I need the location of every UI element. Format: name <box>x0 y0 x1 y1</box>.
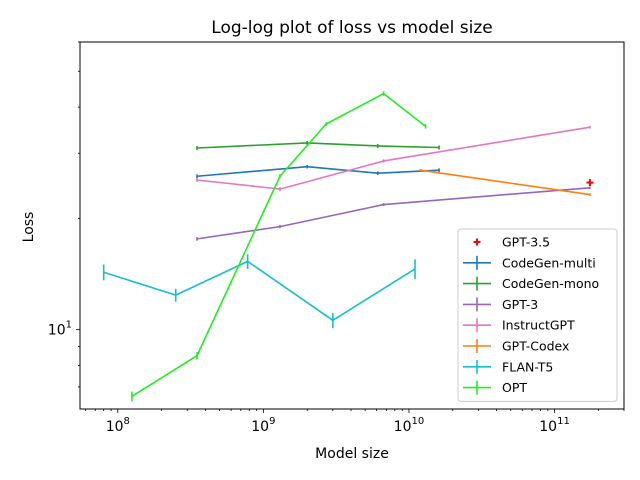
y-axis-ticks: 101 <box>48 41 80 388</box>
legend-label-instructgpt: InstructGPT <box>502 318 575 333</box>
series-line-gpt-3 <box>196 186 590 240</box>
legend-label-flan-t5: FLAN-T5 <box>502 359 553 374</box>
legend-label-gpt-3-5: GPT-3.5 <box>502 235 550 250</box>
series-instructgpt <box>196 125 591 192</box>
legend-box <box>457 228 618 402</box>
plot-lines <box>102 91 594 402</box>
series-line-codegen-multi <box>196 165 440 178</box>
series-codegen-multi <box>196 164 440 179</box>
y-axis-label: Loss <box>21 212 37 243</box>
x-tick-label: 109 <box>251 416 275 435</box>
series-gpt-3-5 <box>586 179 594 187</box>
series-line-codegen-mono <box>196 142 440 149</box>
legend-label-gpt-3: GPT-3 <box>502 297 538 312</box>
x-tick-label: 108 <box>106 416 130 435</box>
series-line-opt <box>131 92 427 398</box>
series-line-gpt-codex <box>420 169 591 196</box>
series-line-instructgpt <box>196 126 591 190</box>
axes-frame <box>79 41 625 410</box>
chart-title: Log-log plot of loss vs model size <box>211 18 492 38</box>
legend-label-codegen-multi: CodeGen-multi <box>502 255 596 270</box>
x-axis-label: Model size <box>315 446 389 462</box>
legend-label-codegen-mono: CodeGen-mono <box>502 276 599 291</box>
x-tick-label: 1011 <box>539 416 570 435</box>
series-opt <box>131 91 427 402</box>
series-flan-t5 <box>102 254 416 329</box>
legend-label-gpt-codex: GPT-Codex <box>502 339 569 354</box>
series-gpt-codex <box>419 169 591 196</box>
legend: GPT-3.5 CodeGen-multi CodeGen-mono GPT-3 Ins… <box>457 228 618 402</box>
x-axis-ticks: 108 109 1010 1011 <box>85 409 625 435</box>
y-tick-label: 101 <box>48 320 72 339</box>
legend-label-opt: OPT <box>502 380 527 395</box>
x-tick-label: 1010 <box>394 416 425 435</box>
series-gpt-3 <box>196 186 591 241</box>
